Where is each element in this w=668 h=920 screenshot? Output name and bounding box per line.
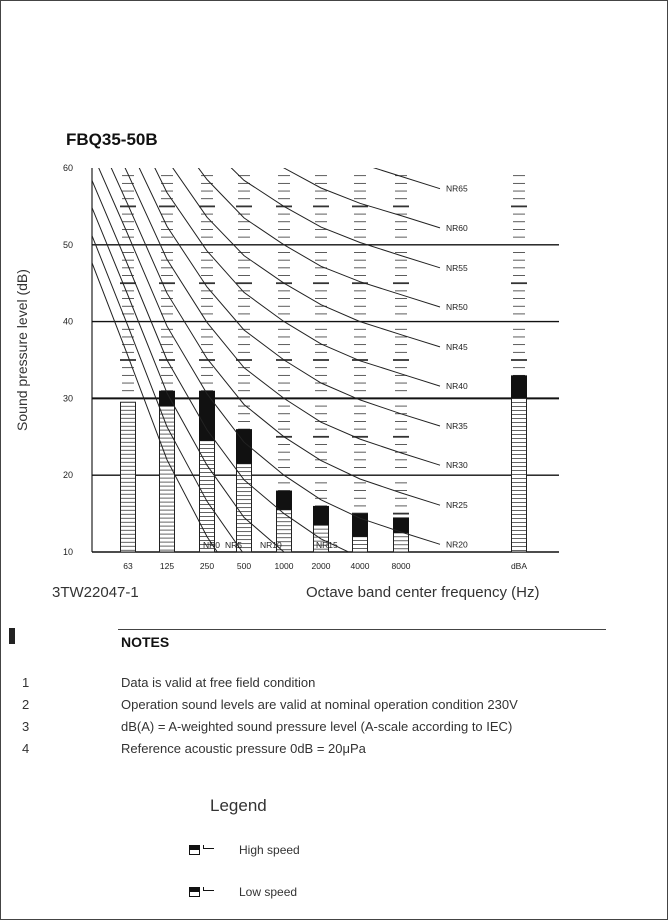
nr-curve — [283, 168, 441, 229]
nr-curve-label: NR50 — [446, 302, 468, 312]
note-number: 1 — [22, 675, 30, 690]
nr-curve-label: NR0 — [203, 540, 220, 550]
note-text: Operation sound levels are valid at nomi… — [121, 697, 518, 712]
bar-low-speed — [120, 401, 136, 553]
x-tick-label: 500 — [237, 561, 251, 571]
nr-curves-group — [92, 168, 441, 552]
note-number: 4 — [22, 741, 30, 756]
bar-high-speed — [352, 513, 368, 537]
notes-title: NOTES — [121, 634, 170, 650]
nr-curve — [197, 168, 441, 308]
note-number: 2 — [22, 697, 30, 712]
low-speed-swatch-icon — [189, 887, 200, 897]
nr-curve-label: NR40 — [446, 381, 468, 391]
y-tick-label: 10 — [63, 547, 73, 557]
nr-curve-label: NR60 — [446, 223, 468, 233]
nr-curve-label: NR45 — [446, 342, 468, 352]
bar-high-speed — [511, 375, 527, 399]
note-item: 4 Reference acoustic pressure 0dB = 20μP… — [0, 741, 668, 763]
bar-high-speed — [313, 505, 329, 526]
nr-curve — [92, 235, 244, 552]
nr-curve — [92, 207, 285, 552]
legend-label-low-speed: Low speed — [239, 885, 298, 899]
nr-curve-label: NR55 — [446, 263, 468, 273]
x-tick-label: 63 — [123, 561, 133, 571]
y-tick-label: 40 — [63, 317, 73, 327]
nr-curve — [372, 168, 441, 190]
x-tick-label: dBA — [511, 561, 527, 571]
nr-curve-label: NR35 — [446, 421, 468, 431]
nr-curve — [138, 168, 441, 427]
nr-curve-label: NR25 — [446, 500, 468, 510]
nr-curve-label: NR65 — [446, 184, 468, 194]
bar-high-speed — [199, 390, 215, 441]
x-tick-label: 250 — [200, 561, 214, 571]
y-tick-label: 20 — [63, 470, 73, 480]
y-tick-label: 50 — [63, 240, 73, 250]
nr-curve — [92, 180, 350, 552]
nr-curve — [92, 262, 218, 552]
nr-curve — [124, 168, 441, 466]
nr-curve-label: NR20 — [446, 539, 468, 549]
nr-curve-label: NR10 — [260, 540, 282, 550]
nr-curve — [110, 168, 441, 506]
note-text: Data is valid at free field condition — [121, 675, 316, 690]
y-tick-label: 60 — [63, 163, 73, 173]
nr-curve — [154, 168, 441, 387]
sound-level-chart: 10 20 30 40 50 60 NR20 NR25 NR30 NR35 NR40 NR45 NR50… — [63, 163, 559, 571]
note-text: Reference acoustic pressure 0dB = 20μPa — [121, 741, 366, 756]
note-item: 1 Data is valid at free field condition — [0, 675, 668, 697]
legend-title: Legend — [210, 796, 267, 815]
x-axis-label: Octave band center frequency (Hz) — [306, 584, 540, 601]
notes-marker — [9, 628, 15, 644]
nr-curve-label: NR5 — [225, 540, 242, 550]
legend-label-high-speed: High speed — [239, 843, 300, 857]
note-item: 2 Operation sound levels are valid at no… — [0, 697, 668, 719]
y-tick-label: 30 — [63, 393, 73, 403]
x-tick-label: 2000 — [312, 561, 331, 571]
bar-high-speed — [393, 517, 409, 533]
x-tick-label: 1000 — [275, 561, 294, 571]
note-number: 3 — [22, 719, 30, 734]
bar-high-speed — [159, 390, 175, 407]
nr-curve — [98, 168, 441, 545]
high-speed-swatch-icon — [189, 845, 200, 855]
bar-high-speed — [276, 490, 292, 510]
note-item: 3 dB(A) = A-weighted sound pressure leve… — [0, 719, 668, 741]
nr-curve — [230, 168, 441, 269]
drawing-code: 3TW22047-1 — [52, 584, 139, 601]
nr-curve-label: NR15 — [316, 540, 338, 550]
note-text: dB(A) = A-weighted sound pressure level … — [121, 719, 513, 734]
nr-curve — [172, 168, 441, 348]
model-title: FBQ35-50B — [66, 130, 158, 149]
x-tick-label: 4000 — [351, 561, 370, 571]
x-tick-label: 8000 — [392, 561, 411, 571]
bar-low-speed — [511, 397, 527, 553]
nr-curve-label: NR30 — [446, 460, 468, 470]
pointer-arrow-icon — [203, 887, 214, 891]
x-tick-label: 125 — [160, 561, 174, 571]
pointer-arrow-icon — [203, 845, 214, 849]
notes-list: 1 Data is valid at free field condition … — [0, 675, 668, 763]
notes-divider — [118, 629, 606, 630]
